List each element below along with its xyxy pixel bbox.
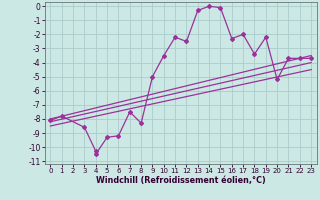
X-axis label: Windchill (Refroidissement éolien,°C): Windchill (Refroidissement éolien,°C) bbox=[96, 176, 266, 185]
